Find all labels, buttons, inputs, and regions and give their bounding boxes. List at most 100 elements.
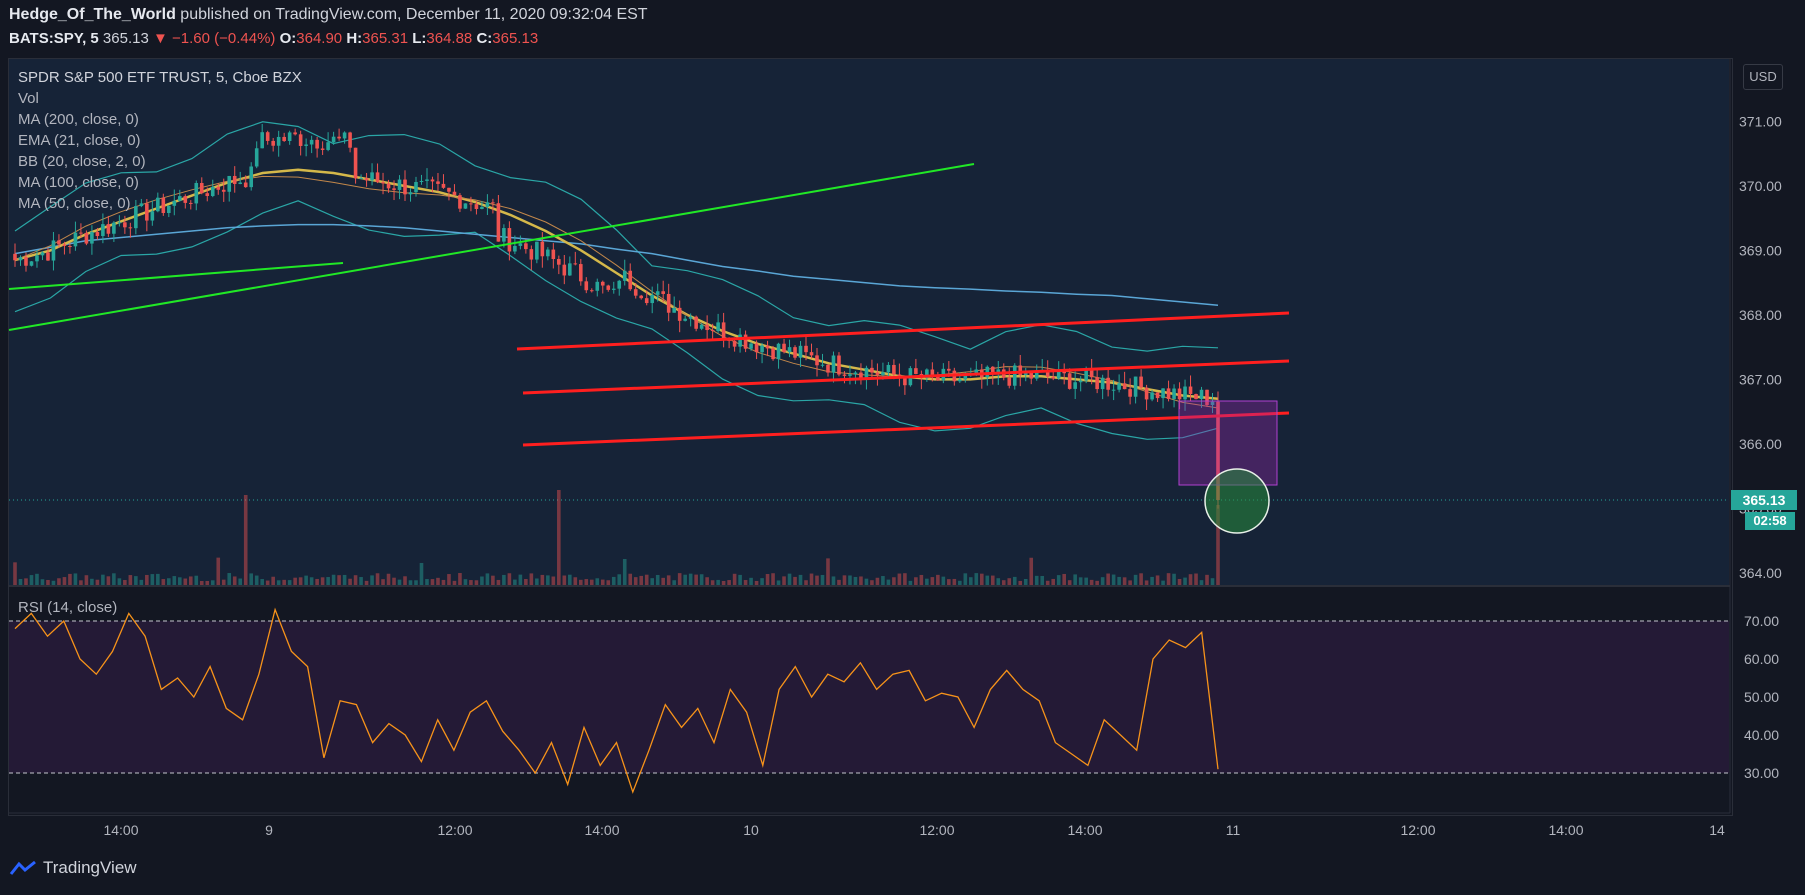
rsi-axis[interactable]: 30.00 40.00 50.00 60.00 70.00 xyxy=(1744,613,1779,781)
volume-bar xyxy=(403,576,407,585)
candle-body xyxy=(1034,370,1039,379)
quote-line: BATS:SPY, 5 365.13 ▼ −1.60 (−0.44%) O:36… xyxy=(9,30,538,47)
trendline-upper[interactable] xyxy=(8,163,975,331)
rsi-legend[interactable]: RSI (14, close) xyxy=(18,599,118,616)
volume-bar xyxy=(1067,580,1072,585)
author-name[interactable]: Hedge_Of_The_World xyxy=(9,6,176,23)
price-pane[interactable] xyxy=(9,59,1729,585)
high-label: H: xyxy=(346,30,363,47)
volume-bar xyxy=(46,579,50,585)
candle-body xyxy=(320,148,325,150)
indicator-legend: SPDR S&P 500 ETF TRUST, 5, Cboe BZX Vol … xyxy=(18,67,302,214)
candle-body xyxy=(513,245,517,252)
volume-bar xyxy=(243,495,248,585)
rsi-tick-label: 70.00 xyxy=(1744,613,1779,629)
legend-item-vol[interactable]: Vol xyxy=(18,90,39,107)
candle-body xyxy=(787,347,792,353)
volume-bar xyxy=(622,558,627,585)
rsi-series-line xyxy=(14,607,1219,794)
highlight-circle[interactable] xyxy=(1204,468,1270,534)
candle-body xyxy=(661,291,665,294)
channel-top-line[interactable] xyxy=(516,311,1290,351)
volume-bar xyxy=(309,577,314,585)
trendline-lower[interactable] xyxy=(8,262,344,290)
candle-body xyxy=(227,175,232,192)
candle-body xyxy=(892,364,896,375)
volume-bar xyxy=(683,574,687,585)
candle-body xyxy=(1051,376,1056,379)
candle-body xyxy=(452,191,457,196)
candle-body xyxy=(496,203,501,242)
volume-bar xyxy=(677,573,682,585)
volume-bar xyxy=(145,574,149,585)
volume-bar xyxy=(1089,579,1094,585)
volume-bar xyxy=(337,575,341,585)
candle-body xyxy=(529,249,534,260)
legend-item-ma200[interactable]: MA (200, close, 0) xyxy=(18,111,139,128)
candle-body xyxy=(562,264,567,276)
tradingview-logo[interactable]: TradingView xyxy=(9,858,137,878)
volume-bar xyxy=(705,577,709,585)
candle-body xyxy=(1199,389,1204,400)
volume-bar xyxy=(633,577,638,585)
candle-body xyxy=(1007,377,1012,386)
volume-bar xyxy=(1078,577,1083,585)
candle-body xyxy=(864,367,869,380)
legend-item-ma100[interactable]: MA (100, close, 0) xyxy=(18,174,139,191)
channel-bottom-line[interactable] xyxy=(522,411,1290,447)
candle-body xyxy=(831,355,836,373)
volume-bar xyxy=(859,576,863,585)
channel-mid-line[interactable] xyxy=(522,359,1290,395)
volume-bar xyxy=(287,580,292,585)
candle-body xyxy=(51,240,56,261)
ma50-line xyxy=(14,168,1219,400)
legend-item-bb[interactable]: BB (20, close, 2, 0) xyxy=(18,153,146,170)
time-tick-label: 9 xyxy=(265,822,273,838)
ema21-line xyxy=(14,175,1219,409)
volume-bar xyxy=(320,577,325,585)
candle-body xyxy=(57,240,61,245)
currency-button[interactable]: USD xyxy=(1743,64,1783,90)
candle-body xyxy=(815,355,819,366)
candle-body xyxy=(655,291,660,295)
price-tick-label: 366.00 xyxy=(1739,436,1782,452)
low-label: L: xyxy=(412,30,427,47)
ma200-line xyxy=(14,223,1219,306)
down-arrow-icon: ▼ xyxy=(152,30,168,47)
volume-bar xyxy=(727,580,731,585)
candle-body xyxy=(117,222,122,224)
volume-bar xyxy=(1210,578,1215,585)
candle-body xyxy=(754,343,759,353)
candle-body xyxy=(1018,365,1023,375)
candle-body xyxy=(551,249,556,260)
volume-bar xyxy=(386,573,391,585)
candle-body xyxy=(540,241,545,257)
candle-body xyxy=(1155,392,1160,399)
candle-body xyxy=(782,343,786,353)
price-axis[interactable]: 364.00365.00366.00367.00368.00369.00370.… xyxy=(1739,113,1782,581)
volume-bar xyxy=(699,574,704,585)
legend-item-ma50[interactable]: MA (50, close, 0) xyxy=(18,195,131,212)
volume-bar xyxy=(892,577,896,585)
time-axis[interactable]: 14:00 9 12:00 14:00 10 12:00 14:00 11 12:00 14:00… xyxy=(103,822,1725,838)
candle-body xyxy=(611,288,616,290)
volume-bar xyxy=(990,575,995,585)
volume-bar xyxy=(298,577,303,585)
candle-body xyxy=(930,369,935,376)
candle-body xyxy=(315,139,319,149)
volume-bar xyxy=(375,573,380,585)
volume-bar xyxy=(117,578,122,585)
candle-body xyxy=(353,147,358,179)
legend-item-ema21[interactable]: EMA (21, close, 0) xyxy=(18,132,141,149)
volume-bar xyxy=(782,576,786,585)
volume-bar xyxy=(177,577,182,585)
volume-bar xyxy=(831,576,836,585)
volume-bar xyxy=(600,579,605,585)
volume-bar xyxy=(1183,577,1187,585)
volume-bar xyxy=(172,576,177,585)
candle-body xyxy=(408,192,413,195)
close-label: C: xyxy=(476,30,493,47)
candle-body xyxy=(150,211,155,221)
volume-bar xyxy=(29,575,34,585)
